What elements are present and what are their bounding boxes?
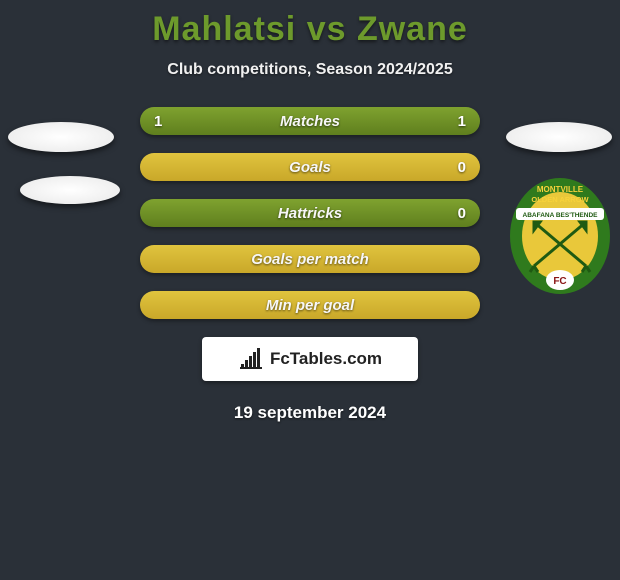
stat-label: Min per goal: [140, 297, 480, 314]
club-crest: MONTVILLE OLDEN ARROW ABAFANA BES'THENDE…: [510, 178, 610, 294]
stat-label: Goals per match: [140, 251, 480, 268]
stat-label: Hattricks: [140, 205, 480, 222]
page-title: Mahlatsi vs Zwane: [0, 0, 620, 49]
stat-bar: Min per goal: [140, 291, 480, 319]
stat-right-value: 0: [458, 159, 466, 176]
stat-bar: Goals 0: [140, 153, 480, 181]
stat-row-min-per-goal: Min per goal: [0, 291, 620, 319]
crest-top-text: MONTVILLE: [537, 185, 584, 194]
attribution-text: FcTables.com: [270, 349, 382, 369]
stat-row-goals-per-match: Goals per match: [0, 245, 620, 273]
date-text: 19 september 2024: [0, 403, 620, 423]
stat-label: Goals: [140, 159, 480, 176]
stat-bar: 1 Matches 1: [140, 107, 480, 135]
stat-row-matches: 1 Matches 1: [0, 107, 620, 135]
stat-right-value: 0: [458, 205, 466, 222]
attribution-badge: FcTables.com: [202, 337, 418, 381]
subtitle: Club competitions, Season 2024/2025: [0, 61, 620, 79]
bar-chart-icon: [238, 348, 264, 370]
stat-bar: Hattricks 0: [140, 199, 480, 227]
stat-row-hattricks: Hattricks 0: [0, 199, 620, 227]
stat-label: Matches: [140, 113, 480, 130]
stat-bar: Goals per match: [140, 245, 480, 273]
crest-fc-text: FC: [553, 276, 566, 287]
stat-row-goals: Goals 0: [0, 153, 620, 181]
stat-right-value: 1: [458, 113, 466, 130]
stat-left-value: 1: [154, 113, 162, 130]
